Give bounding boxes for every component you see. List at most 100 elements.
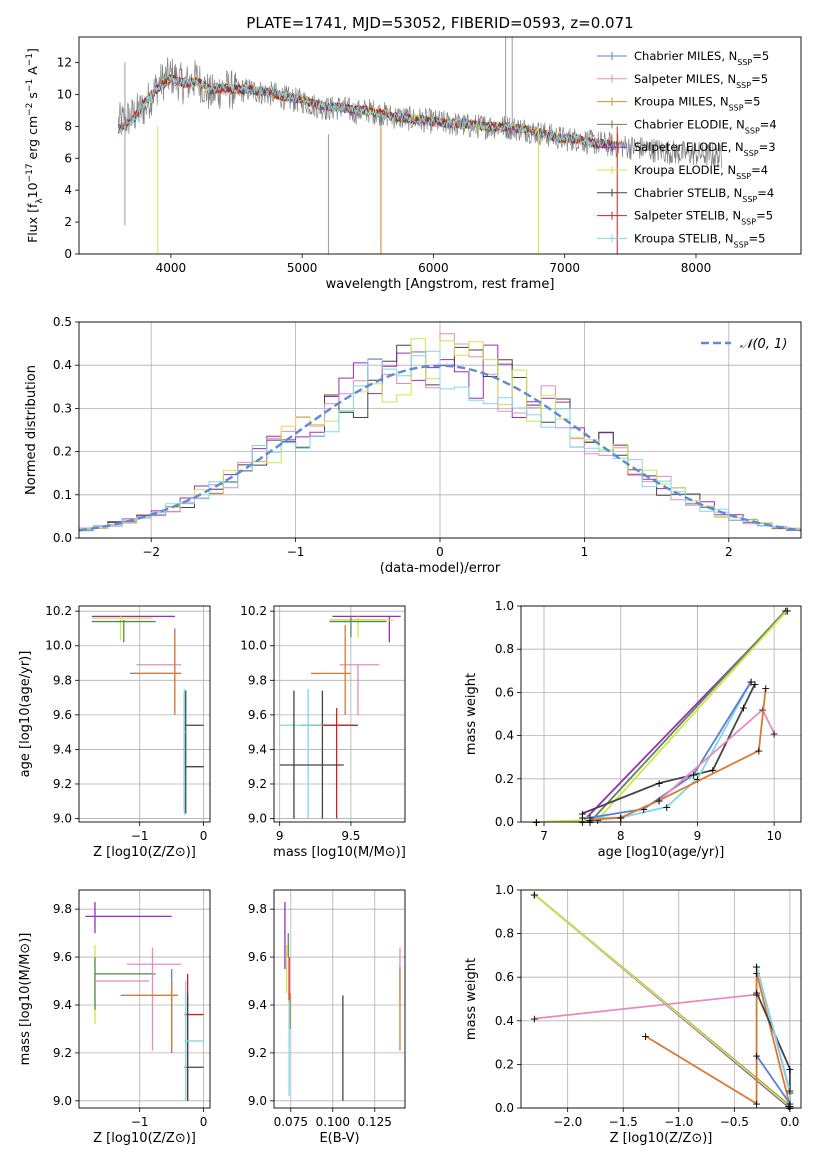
y-tick-label: 0.1 [53,488,72,502]
legend-suffix: =5 [751,72,768,86]
x-tick-label: 0 [436,545,444,559]
mass-weight-marker: + [578,816,587,829]
x-tick-label: 9 [276,829,284,843]
mass-weight-marker: + [654,794,663,807]
legend-entry: Chabrier MILES, NSSP=5 [634,49,769,67]
legend-sub: SSP [744,149,759,158]
y-tick-label: 0.8 [495,642,514,656]
mass-weight-line [589,681,752,819]
y-tick-label: 9.6 [53,950,72,964]
mass-weight-marker: + [784,1100,793,1113]
y-tick-label: 6 [64,151,72,165]
y-tick-label: 9.6 [248,950,267,964]
residual-histogram [79,350,801,532]
mass-weight-marker: + [708,764,717,777]
mass-weight-marker: + [693,773,702,786]
axes-frame [520,605,802,823]
mass-weight-marker: + [785,1100,794,1113]
y-tick-label: 0.5 [53,315,72,329]
y-tick-label: 9.8 [248,673,267,687]
y-tick-label: 0.4 [495,729,514,743]
mass-weight-marker: + [752,967,761,980]
y-tick-label: 10.2 [240,604,267,618]
legend-entry: 𝒩(0, 1) [740,337,787,352]
x-tick-label: 7 [540,829,548,843]
x-axis-label: mass [log10(M/M⊙)] [273,845,406,860]
x-tick-label: 0.125 [358,1115,392,1129]
x-tick-label: 0.0 [780,1115,799,1129]
y-axis-label: Flux [fλ10−17 erg cm−2 s−1 A−1] [25,48,45,243]
mass-weight-marker: + [785,1098,794,1111]
mass-weight-marker: + [739,702,748,715]
legend-suffix: =5 [756,209,773,223]
y-tick-label: 9.8 [248,902,267,916]
y-tick-label: 0.2 [495,1057,514,1071]
y-tick-label: 9.0 [53,812,72,826]
legend-entry: Salpeter ELODIE, NSSP=3 [634,140,776,158]
mass-weight-marker: + [770,727,779,740]
y-tick-label: 9.2 [53,1046,72,1060]
mass-weight-marker: + [532,816,541,829]
y-tick-label: 12 [57,56,72,70]
mass-weight-marker: + [785,1100,794,1113]
x-tick-label: −2.0 [553,1115,582,1129]
y-tick-label: 1.0 [495,599,514,613]
y-tick-label: 1.0 [495,883,514,897]
legend-entry: Kroupa MILES, NSSP=5 [634,95,760,113]
legend-entry: Salpeter STELIB, NSSP=5 [634,209,773,227]
x-axis-label: age [log10(age/yr)] [598,845,725,860]
x-tick-label: 9 [694,829,702,843]
legend-entry: Salpeter MILES, NSSP=5 [634,72,768,90]
y-tick-label: 2 [64,215,72,229]
axes-frame [78,889,211,1109]
legend-suffix: =5 [744,95,761,109]
y-tick-label: 0.0 [53,531,72,545]
y-tick-label: 9.0 [248,1094,267,1108]
legend-entry: Chabrier ELODIE, NSSP=4 [634,117,777,135]
mass-weight-line [536,609,788,822]
mass-weight-marker: + [585,812,594,825]
x-tick-label: 5000 [287,261,318,275]
y-axis-label: age [log10(age/yr)] [18,651,33,778]
legend-sub: SSP [736,172,751,181]
mass-weight-marker: + [641,1030,650,1043]
mass-weight-line [644,972,791,1107]
x-tick-label: −1 [131,1115,149,1129]
legend-suffix: =5 [749,231,766,245]
y-tick-label: 0.6 [495,970,514,984]
y-tick-label: 0.2 [53,445,72,459]
mass-weight-marker: + [689,768,698,781]
legend-entry: Kroupa STELIB, NSSP=5 [634,231,765,249]
mass-weight-marker: + [785,1100,794,1113]
x-tick-label: 0.075 [274,1115,308,1129]
x-tick-label: 6000 [418,261,449,275]
x-tick-label: 10 [767,829,782,843]
model-spectrum [118,74,618,151]
mass-weight-marker: + [639,803,648,816]
mass-weight-marker: + [585,814,594,827]
x-tick-label: −1 [287,545,305,559]
mass-weight-marker: + [785,1100,794,1113]
y-tick-label: 9.8 [53,673,72,687]
legend-sub: SSP [736,80,751,89]
legend-suffix: =4 [760,117,777,131]
mass-weight-marker: + [785,1102,794,1115]
mass-weight-line [536,609,788,822]
mass-weight-marker: + [585,816,594,829]
y-tick-label: 9.8 [53,902,72,916]
mass-weight-marker: + [593,814,602,827]
x-axis-label: (data-model)/error [380,561,501,576]
x-tick-label: −1 [131,829,149,843]
y-tick-label: 9.4 [53,742,72,756]
mass-weight-marker: + [785,1085,794,1098]
x-axis-label: Z [log10(Z/Z⊙)] [93,1131,196,1146]
y-tick-label: 10.0 [45,639,72,653]
y-tick-label: 10 [57,87,72,101]
y-axis-label: mass [log10(M/M⊙)] [18,933,33,1066]
mass-weight-marker: + [750,678,759,691]
y-tick-label: 9.4 [248,742,267,756]
y-tick-label: 0.0 [495,815,514,829]
x-tick-label: 0 [200,829,208,843]
y-tick-label: 4 [64,183,72,197]
mass-weight-line [582,683,756,815]
